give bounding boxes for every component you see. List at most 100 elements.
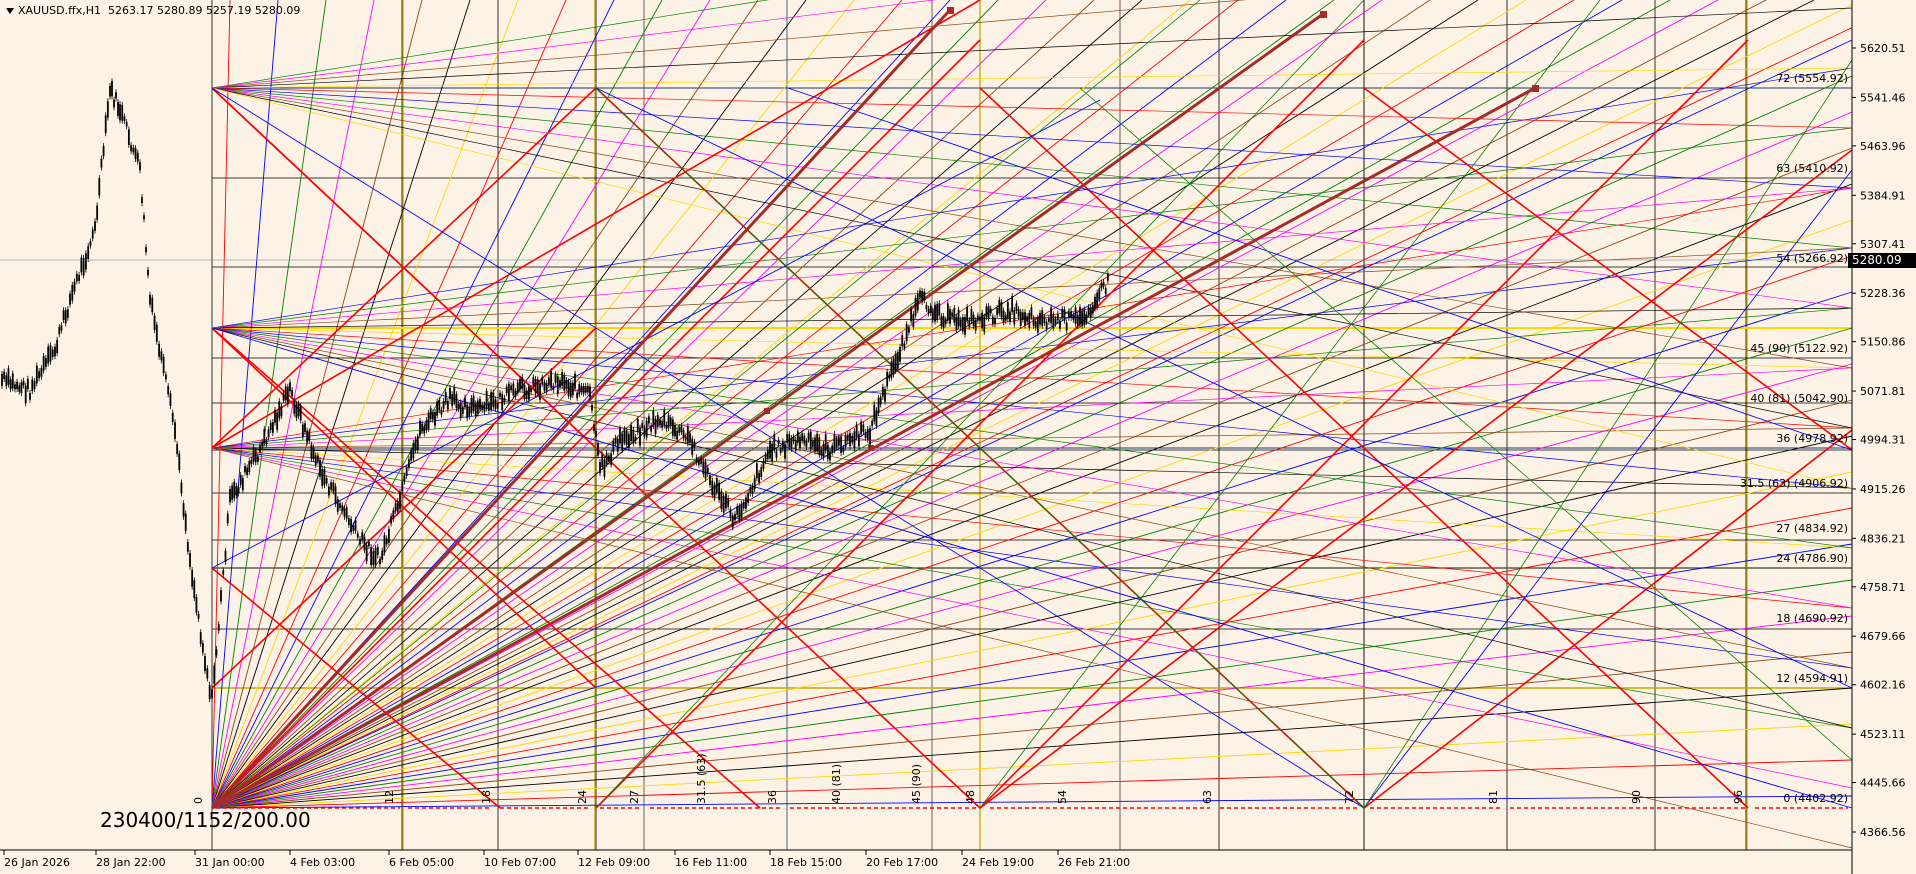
- candle-body: [586, 385, 589, 393]
- candle-body: [547, 377, 550, 385]
- candle-body: [758, 472, 760, 483]
- candle-body: [875, 410, 878, 426]
- candle-body: [844, 435, 847, 447]
- candle-body: [1047, 317, 1050, 322]
- candle-body: [11, 373, 14, 389]
- candle-body: [1056, 313, 1059, 321]
- candle-body: [1098, 288, 1101, 300]
- candle-body: [87, 246, 90, 260]
- candle-body: [457, 403, 460, 410]
- candle-body: [407, 459, 410, 468]
- chevron-down-icon[interactable]: [6, 8, 14, 14]
- candle-body: [910, 309, 913, 322]
- candle-body: [727, 498, 730, 507]
- candle-body: [145, 247, 147, 253]
- candle-body: [645, 420, 648, 438]
- candle-body: [652, 410, 655, 426]
- candle-body: [576, 392, 579, 399]
- candle-body: [334, 486, 337, 504]
- candle-body: [790, 438, 793, 449]
- candle-body: [115, 92, 117, 99]
- candle-body: [314, 455, 317, 465]
- candle-body: [180, 482, 183, 494]
- gann-square-line: [979, 39, 1749, 809]
- candle-body: [914, 298, 917, 316]
- candle-body: [381, 550, 384, 560]
- candle-body: [1102, 281, 1105, 287]
- candle-body: [731, 515, 734, 528]
- gann-square-line: [211, 0, 1201, 809]
- candle-body: [385, 538, 388, 545]
- candle-body: [347, 518, 350, 526]
- candle-body: [449, 387, 451, 399]
- candle-body: [367, 542, 370, 547]
- time-tick-label: 24 Feb 19:00: [962, 856, 1034, 869]
- candle-body: [625, 430, 628, 445]
- candle-body: [85, 253, 87, 270]
- candle-body: [686, 426, 689, 444]
- candle-body: [1034, 320, 1037, 328]
- candle-body: [647, 416, 650, 424]
- candle-body: [938, 303, 941, 316]
- candle-body: [206, 668, 209, 679]
- time-count-label: 48: [964, 790, 977, 804]
- candle-body: [879, 397, 882, 405]
- candle-body: [966, 307, 969, 322]
- level-label: 54 (5266.92): [1776, 252, 1848, 265]
- gann-fan-line: [211, 0, 1527, 809]
- candle-body: [955, 316, 958, 331]
- candle-body: [42, 355, 45, 371]
- candle-body: [1083, 309, 1086, 325]
- gann-fan-line: [211, 0, 937, 89]
- time-count-label: 54: [1056, 790, 1069, 804]
- candle-body: [729, 509, 732, 519]
- candle-body: [989, 308, 992, 314]
- time-count-label: 24: [576, 790, 589, 804]
- candle-body: [229, 488, 231, 503]
- candle-body: [141, 197, 143, 204]
- candle-body: [747, 492, 750, 503]
- candle-body: [656, 414, 659, 427]
- candle-body: [970, 308, 973, 322]
- candle-body: [1081, 311, 1084, 326]
- level-labels: 72 (5554.92) 63 (5410.92) 54 (5266.92) 45 (…: [1740, 72, 1848, 805]
- candle-body: [174, 422, 176, 439]
- candle-body: [1013, 309, 1016, 325]
- time-count-label: 18: [480, 790, 493, 804]
- candle-body: [1019, 311, 1022, 326]
- candle-body: [981, 312, 984, 329]
- candle-body: [580, 385, 583, 393]
- candlestick-series[interactable]: [1, 78, 1109, 703]
- candle-body: [974, 320, 977, 331]
- candle-body: [494, 399, 497, 409]
- candle-body: [996, 307, 999, 315]
- candle-body: [1074, 307, 1077, 324]
- ohlc-values: 5263.17 5280.89 5257.19 5280.09: [107, 4, 301, 17]
- candle-body: [829, 451, 831, 461]
- candle-body: [736, 506, 739, 515]
- candle-body: [514, 390, 517, 397]
- candle-body: [178, 453, 181, 471]
- candle-body: [1094, 296, 1096, 309]
- candle-body: [419, 420, 421, 436]
- price-tick-label: 4523.11: [1860, 728, 1906, 741]
- candle-body: [295, 404, 298, 419]
- candle-body: [1059, 320, 1061, 329]
- candle-body: [871, 420, 874, 426]
- time-tick-label: 18 Feb 15:00: [770, 856, 842, 869]
- gann-square-line: [1363, 59, 1853, 809]
- candle-body: [1100, 282, 1103, 289]
- candle-body: [556, 376, 559, 395]
- price-axis-background: [1852, 0, 1916, 874]
- time-tick-label: 28 Jan 22:00: [96, 856, 166, 869]
- candle-body: [299, 406, 302, 421]
- angle-handle: [947, 7, 954, 14]
- gann-square-line: [211, 87, 981, 809]
- candle-body: [890, 361, 893, 378]
- candle-body: [370, 546, 373, 565]
- candle-body: [1076, 314, 1079, 326]
- candle-body: [476, 400, 479, 414]
- candle-body: [650, 425, 653, 432]
